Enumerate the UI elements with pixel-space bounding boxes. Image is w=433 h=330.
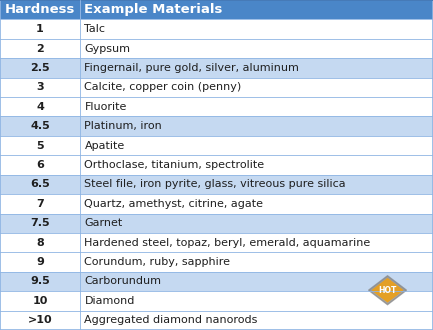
Bar bbox=[0, 39, 433, 58]
Bar bbox=[0, 136, 433, 155]
Text: >10: >10 bbox=[28, 315, 52, 325]
Bar bbox=[0, 58, 433, 78]
Text: 2.5: 2.5 bbox=[30, 63, 50, 73]
Bar bbox=[0, 272, 433, 291]
Text: 2: 2 bbox=[36, 44, 44, 53]
Bar bbox=[0, 97, 433, 116]
Text: 6.5: 6.5 bbox=[30, 180, 50, 189]
Text: Carborundum: Carborundum bbox=[84, 277, 162, 286]
Text: HOT: HOT bbox=[378, 286, 397, 295]
Bar bbox=[0, 194, 433, 214]
Text: Example Materials: Example Materials bbox=[84, 3, 223, 16]
Polygon shape bbox=[368, 276, 407, 305]
Text: 7.5: 7.5 bbox=[30, 218, 50, 228]
Text: Quartz, amethyst, citrine, agate: Quartz, amethyst, citrine, agate bbox=[84, 199, 263, 209]
Text: Hardness: Hardness bbox=[5, 3, 75, 16]
Text: 4: 4 bbox=[36, 102, 44, 112]
Text: 10: 10 bbox=[32, 296, 48, 306]
Text: Talc: Talc bbox=[84, 24, 105, 34]
Text: Fluorite: Fluorite bbox=[84, 102, 127, 112]
Text: 9.5: 9.5 bbox=[30, 277, 50, 286]
Text: Aggregated diamond nanorods: Aggregated diamond nanorods bbox=[84, 315, 258, 325]
Text: 8: 8 bbox=[36, 238, 44, 248]
Bar bbox=[0, 175, 433, 194]
Text: Hardened steel, topaz, beryl, emerald, aquamarine: Hardened steel, topaz, beryl, emerald, a… bbox=[84, 238, 371, 248]
Text: Orthoclase, titanium, spectrolite: Orthoclase, titanium, spectrolite bbox=[84, 160, 265, 170]
Bar bbox=[0, 78, 433, 97]
Text: Diamond: Diamond bbox=[84, 296, 135, 306]
Bar bbox=[0, 233, 433, 252]
Text: Garnet: Garnet bbox=[84, 218, 123, 228]
Text: 5: 5 bbox=[36, 141, 44, 150]
Bar bbox=[0, 214, 433, 233]
Text: 1: 1 bbox=[36, 24, 44, 34]
Text: 4.5: 4.5 bbox=[30, 121, 50, 131]
Text: Corundum, ruby, sapphire: Corundum, ruby, sapphire bbox=[84, 257, 230, 267]
Bar bbox=[0, 311, 433, 330]
Text: 7: 7 bbox=[36, 199, 44, 209]
Bar bbox=[0, 116, 433, 136]
Bar bbox=[0, 0, 433, 19]
Text: 6: 6 bbox=[36, 160, 44, 170]
Bar bbox=[0, 252, 433, 272]
Text: Apatite: Apatite bbox=[84, 141, 125, 150]
Text: 3: 3 bbox=[36, 82, 44, 92]
Text: 9: 9 bbox=[36, 257, 44, 267]
Text: Fingernail, pure gold, silver, aluminum: Fingernail, pure gold, silver, aluminum bbox=[84, 63, 299, 73]
Text: Steel file, iron pyrite, glass, vitreous pure silica: Steel file, iron pyrite, glass, vitreous… bbox=[84, 180, 346, 189]
Bar bbox=[0, 291, 433, 311]
Bar bbox=[0, 155, 433, 175]
Polygon shape bbox=[372, 279, 403, 302]
Text: Platinum, iron: Platinum, iron bbox=[84, 121, 162, 131]
Bar bbox=[0, 19, 433, 39]
Text: Calcite, copper coin (penny): Calcite, copper coin (penny) bbox=[84, 82, 242, 92]
Text: Gypsum: Gypsum bbox=[84, 44, 130, 53]
